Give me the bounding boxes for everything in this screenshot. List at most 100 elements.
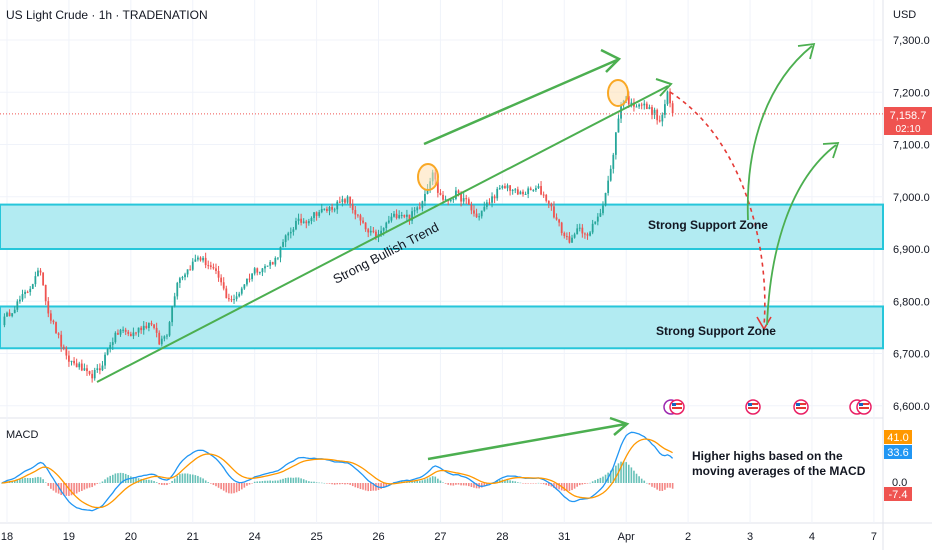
candle-body: [163, 336, 166, 339]
macd-hist-bar: [421, 480, 424, 483]
candle-body: [16, 301, 19, 310]
macd-hist-bar: [210, 483, 212, 484]
candle-body: [207, 265, 210, 267]
macd-hist-bar: [235, 483, 238, 493]
macd-hist-bar: [419, 480, 421, 483]
macd-hist-bar: [93, 483, 96, 486]
candle-body: [467, 199, 470, 205]
macd-hist-bar: [300, 478, 302, 483]
candle-body: [354, 209, 357, 215]
candle-body: [599, 213, 602, 217]
macd-hist-bar: [176, 475, 179, 483]
candle-body: [24, 291, 26, 295]
macd-hist-bar: [124, 473, 127, 483]
macd-hist-bar: [336, 483, 339, 485]
time-tick-label: 7: [871, 531, 877, 543]
candle-body: [519, 191, 522, 195]
candle-body: [362, 220, 364, 223]
macd-value-badge: 41.0: [887, 432, 908, 444]
macd-hist-bar: [21, 478, 24, 483]
trendline[interactable]: [96, 85, 669, 383]
macd-hist-bar: [615, 465, 617, 483]
macd-higher-highs-arrow[interactable]: [427, 422, 627, 461]
candle-body: [60, 334, 63, 347]
candle-body: [26, 291, 29, 293]
macd-hist-bar: [189, 474, 191, 483]
swing-high-marker[interactable]: [607, 79, 629, 107]
macd-hist-bar: [57, 483, 60, 494]
candle-body: [372, 230, 375, 232]
macd-hist-bar: [150, 480, 153, 483]
macd-hist-bar: [197, 475, 199, 483]
us-flag-icon[interactable]: [793, 399, 809, 415]
macd-hist-bar: [65, 483, 68, 496]
higher-highs-arrow[interactable]: [423, 58, 618, 146]
macd-hist-bar: [369, 483, 372, 491]
macd-arrowhead: [609, 416, 630, 436]
macd-hist-bar: [39, 477, 42, 483]
candle-body: [393, 213, 395, 217]
candle-body: [658, 120, 661, 122]
candle-body: [150, 322, 153, 325]
candle-body: [576, 228, 579, 235]
macd-hist-bar: [277, 480, 279, 483]
candle-body: [248, 278, 251, 280]
candle-body: [480, 210, 483, 217]
candle-body: [300, 218, 303, 223]
projection-up-arrow[interactable]: [766, 144, 837, 326]
macd-hist-bar: [656, 483, 658, 490]
candle-body: [189, 269, 192, 271]
candle-body: [42, 272, 45, 286]
macd-hist-bar: [437, 478, 439, 483]
macd-hist-bar: [651, 483, 653, 487]
us-flag-icon[interactable]: [745, 399, 761, 415]
candle-body: [176, 282, 179, 297]
macd-hist-bar: [261, 481, 264, 483]
macd-hist-bar: [60, 483, 62, 495]
macd-hist-bar: [470, 483, 473, 487]
macd-hist-bar: [357, 483, 359, 489]
candle-body: [478, 216, 481, 218]
macd-hist-bar: [452, 483, 455, 486]
macd-hist-bar: [215, 483, 217, 487]
us-flag-icon[interactable]: [849, 399, 872, 415]
candle-body: [57, 333, 60, 335]
candle-body: [336, 201, 339, 210]
swing-high-marker[interactable]: [417, 163, 439, 191]
candle-body: [671, 103, 674, 114]
macd-hist-bar: [42, 479, 44, 483]
countdown-label: 02:10: [895, 124, 920, 135]
price-axis[interactable]: 7,300.0 7,200.0 7,100.0 7,000.0 6,900.0 6,800…: [893, 35, 930, 413]
candle-body: [529, 188, 532, 191]
projection-up-arrow[interactable]: [746, 45, 813, 221]
candle-body: [264, 266, 266, 269]
candle-body: [504, 186, 506, 189]
macd-hist-bar: [86, 483, 88, 489]
macd-hist-bar: [630, 467, 633, 483]
candle-body: [47, 301, 50, 314]
candle-body: [473, 210, 475, 214]
candle-body: [297, 218, 300, 221]
macd-hist-bar: [52, 483, 55, 491]
candle-body: [452, 198, 455, 200]
support-zone-upper[interactable]: [0, 203, 884, 250]
candle-body: [302, 221, 305, 223]
macd-hist-bar: [609, 470, 612, 483]
candle-body: [184, 274, 186, 278]
candle-body: [171, 306, 174, 323]
us-flag-icon[interactable]: [663, 399, 685, 415]
time-tick-label: 25: [310, 531, 322, 543]
time-axis[interactable]: 18 19 20 21 24 25 26 27 28 31 Apr 2 3 4 7: [1, 531, 877, 543]
projection-path[interactable]: [669, 91, 766, 327]
candle-body: [491, 196, 493, 203]
candle-body: [555, 217, 558, 220]
signal-value-badge: 33.6: [887, 447, 908, 459]
candle-body: [320, 209, 323, 213]
candle-body: [129, 333, 132, 337]
current-price-badge: 7,158.7 02:10: [884, 107, 932, 135]
candle-body: [547, 200, 550, 204]
candle-body: [274, 257, 277, 265]
macd-hist-bar: [202, 478, 204, 483]
macd-hist-bar: [604, 474, 607, 483]
